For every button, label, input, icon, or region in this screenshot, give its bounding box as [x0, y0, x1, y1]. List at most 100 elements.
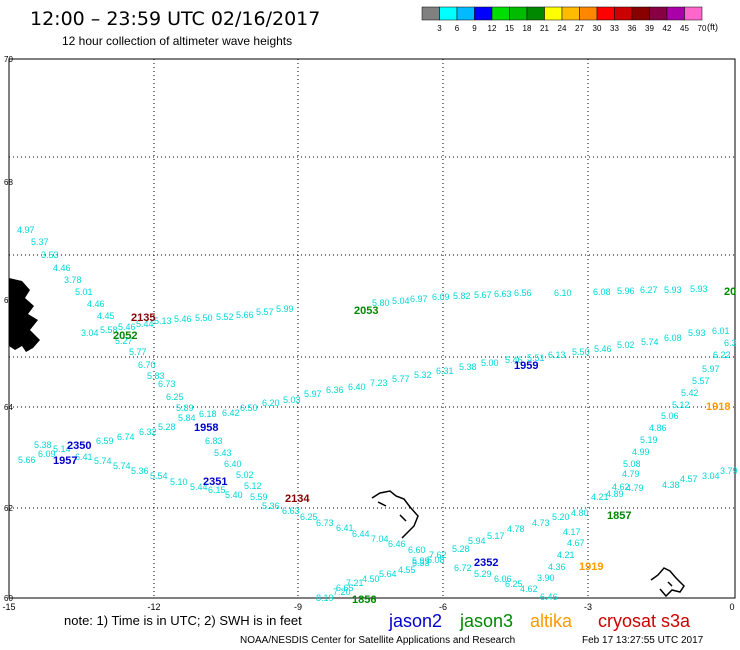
wave-height-value: 6.32 [139, 427, 157, 437]
wave-height-value: 4.79 [626, 483, 644, 493]
wave-height-value: 5.06 [661, 411, 679, 421]
wave-height-value: 5.66 [236, 310, 254, 320]
wave-height-value: 5.51 [527, 353, 545, 363]
legend-jason2: jason2 [388, 611, 442, 631]
wave-height-value: 5.20 [552, 512, 570, 522]
wave-height-value: 5.17 [487, 531, 505, 541]
wave-height-value: 5.08 [623, 459, 641, 469]
wave-height-value: 5.93 [688, 328, 706, 338]
colorbar-swatch [614, 6, 633, 21]
wave-height-value: 5.42 [681, 388, 699, 398]
wave-height-value: 4.38 [662, 480, 680, 490]
pass-time-label: 2350 [67, 440, 91, 452]
wave-height-value: 6.44 [352, 529, 370, 539]
colorbar-label: 30 [593, 24, 602, 33]
wave-height-value: 5.94 [468, 536, 486, 546]
wave-height-value: 6.06 [494, 574, 512, 584]
wave-height-value: 5.66 [18, 455, 36, 465]
wave-height-value: 7.20 [333, 587, 351, 597]
wave-height-value: 5.52 [216, 312, 234, 322]
wave-height-value: 6.41 [336, 523, 354, 533]
colorbar-swatch [649, 6, 668, 21]
lon-label: -12 [147, 602, 160, 612]
wave-height-value: 6.40 [348, 382, 366, 392]
wave-height-value: 6.27 [640, 285, 658, 295]
wave-height-value: 4.89 [606, 489, 624, 499]
wave-height-value: 4.55 [398, 565, 416, 575]
colorbar-label: 21 [540, 24, 549, 33]
wave-height-value: 6.59 [96, 436, 114, 446]
wave-height-value: 6.63 [494, 289, 512, 299]
wave-height-value: 5.99 [276, 304, 294, 314]
wave-height-value: 5.83 [147, 371, 165, 381]
wave-height-value: 5.74 [113, 461, 131, 471]
wave-height-value: 5.40 [225, 490, 243, 500]
wave-height-value: 5.36 [262, 501, 280, 511]
colorbar-label: 39 [645, 24, 654, 33]
pass-time-label: 2053 [354, 305, 378, 317]
wave-height-value: 6.25 [505, 579, 523, 589]
wave-height-value: 6.73 [316, 518, 334, 528]
wave-height-value: 6.09 [38, 449, 56, 459]
colorbar-label: 24 [558, 24, 567, 33]
wave-height-value: 5.58 [100, 325, 118, 335]
wave-height-value: 6.09 [432, 292, 450, 302]
pass-time-label: 1918 [706, 401, 730, 413]
wave-height-value: 5.46 [505, 355, 523, 365]
wave-height-value: 6.83 [205, 436, 223, 446]
lat-label: 70 [4, 55, 13, 64]
wave-height-value: 6.3 [724, 338, 737, 348]
lat-label: 60 [4, 594, 13, 603]
wave-height-value: 5.80 [372, 298, 390, 308]
wave-height-value: 6.36 [326, 385, 344, 395]
wave-height-value: 5.64 [379, 569, 397, 579]
wave-height-value: 3.04 [702, 471, 720, 481]
wave-height-value: 5.54 [150, 471, 168, 481]
wave-height-value: 4.78 [507, 524, 525, 534]
wave-height-value: 6.73 [158, 379, 176, 389]
colorbar-swatch [684, 6, 703, 21]
wave-height-value: 4.67 [567, 538, 585, 548]
wave-height-value: 5.14 [53, 444, 71, 454]
pass-time-label: 2351 [203, 476, 227, 488]
wave-height-value: 6.10 [554, 288, 572, 298]
wave-height-value: 5.02 [236, 470, 254, 480]
wave-height-value: 6.18 [199, 409, 217, 419]
pass-time-label: 1959 [514, 360, 538, 372]
wave-height-value: 4.80 [571, 508, 589, 518]
wave-height-value: 5.93 [664, 285, 682, 295]
wave-height-value: 6.20 [262, 398, 280, 408]
greenland-coast [9, 278, 40, 352]
longitude-labels: -15 -12 -9 -6 -3 0 [2, 602, 734, 612]
colorbar-label: 27 [575, 24, 584, 33]
pass-time-label: 2134 [285, 493, 310, 505]
wave-height-value: 4.62 [612, 482, 630, 492]
lat-label: 66 [4, 296, 13, 305]
wave-height-value: 6.70 [138, 360, 156, 370]
wave-height-value: 5.03 [283, 395, 301, 405]
wave-height-value: 5.00 [481, 358, 499, 368]
graticule [9, 59, 735, 598]
wave-height-value: 5.36 [131, 466, 149, 476]
wave-height-value: 6.63 [282, 506, 300, 516]
wave-height-value: 4.17 [563, 527, 581, 537]
colorbar-unit: (ft) [707, 22, 718, 32]
wave-height-value: 4.46 [53, 263, 71, 273]
pass-time-layer: 2135 2052 2053 1959 1958 2350 1957 2351 2134 2352… [53, 286, 736, 606]
wave-height-value: 5.13 [154, 316, 172, 326]
colorbar-label: 3 [437, 24, 442, 33]
wave-height-value: 6.15 [208, 485, 226, 495]
wave-height-value: 6.42 [222, 408, 240, 418]
wave-height-value: 4.99 [632, 447, 650, 457]
colorbar-swatch [526, 6, 545, 21]
wave-height-value: 5.19 [640, 435, 658, 445]
lon-label: -3 [584, 602, 592, 612]
colorbar-label: 33 [610, 24, 619, 33]
wave-height-value: 5.46 [594, 344, 612, 354]
wave-height-value: 5.59 [250, 492, 268, 502]
wave-height-value: 6.56 [514, 288, 532, 298]
colorbar-label: 12 [488, 24, 497, 33]
wave-height-value: 6.13 [548, 350, 566, 360]
pass-time-label: 1957 [53, 455, 77, 467]
wave-height-value: 7.21 [346, 578, 364, 588]
